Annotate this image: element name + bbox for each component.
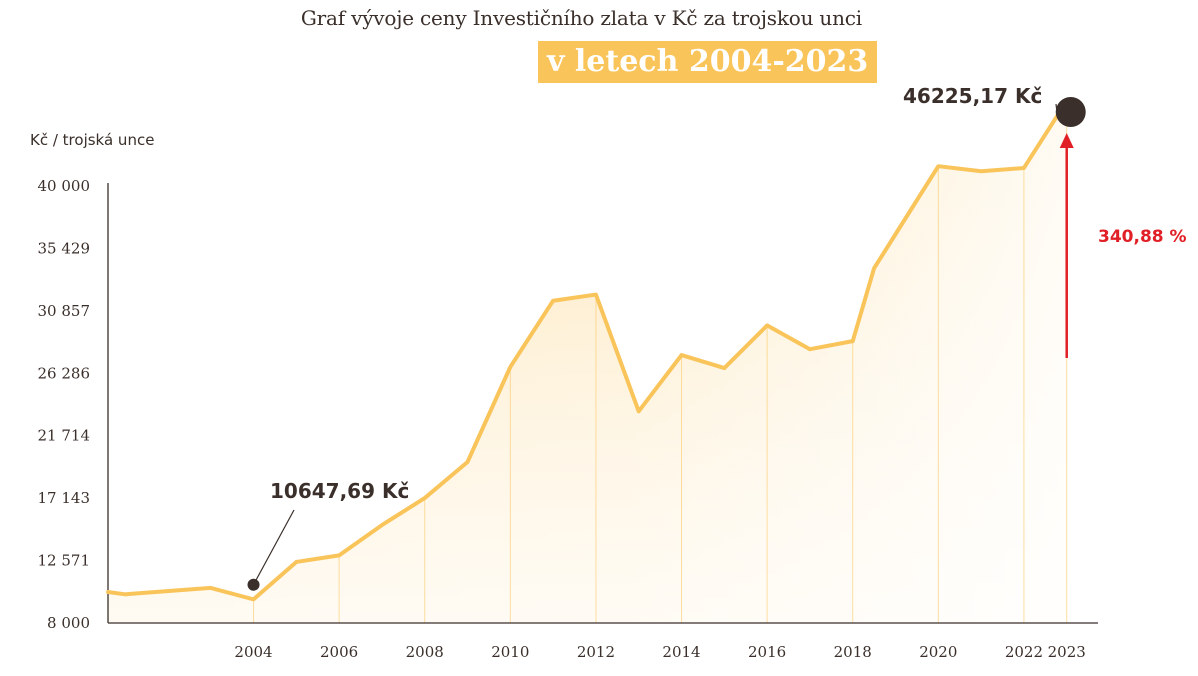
start-leader-line (252, 509, 295, 586)
y-tick-label: 17 143 (38, 489, 91, 507)
x-tick-label: 2012 (577, 643, 615, 661)
growth-percent-label: 340,88 % (1098, 227, 1187, 247)
x-tick-label: 2018 (834, 643, 872, 661)
x-tick-label: 2016 (748, 643, 786, 661)
y-tick-label: 12 571 (38, 552, 91, 570)
end-value-label: 46225,17 Kč (903, 84, 1042, 108)
y-tick-label: 30 857 (38, 302, 91, 320)
y-tick-label: 26 286 (38, 364, 91, 382)
x-tick-label: 2020 (919, 643, 957, 661)
y-tick-label: 8 000 (47, 614, 90, 632)
chart-title: Graf vývoje ceny Investičního zlata v Kč… (300, 6, 862, 30)
area-fade-overlay (108, 100, 1067, 623)
x-tick-label: 2023 (1048, 643, 1086, 661)
growth-arrow-head (1059, 133, 1074, 148)
series-line (106, 98, 1069, 602)
x-tick-label: 2004 (234, 643, 272, 661)
x-tick-label: 2008 (406, 643, 444, 661)
x-tick-label: 2022 (1005, 643, 1043, 661)
y-tick-label: 35 429 (38, 239, 91, 257)
end-marker (1055, 97, 1086, 127)
x-tick-label: 2014 (662, 643, 700, 661)
y-tick-label: 40 000 (38, 177, 91, 195)
start-value-label: 10647,69 Kč (270, 479, 409, 503)
y-tick-label: 21 714 (38, 427, 91, 445)
x-tick-label: 2010 (491, 643, 529, 661)
y-axis-label: Kč / trojská unce (30, 131, 155, 149)
start-marker (247, 578, 260, 591)
chart-subtitle: v letech 2004-2023 (538, 41, 878, 83)
x-tick-label: 2006 (320, 643, 358, 661)
